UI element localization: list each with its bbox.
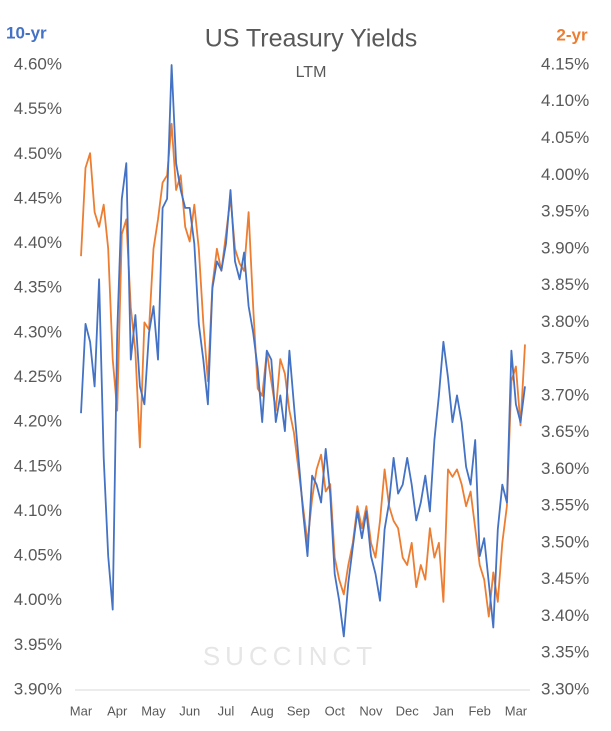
y-axis-label: 10-yr — [6, 23, 47, 42]
line-series — [80, 122, 526, 618]
y2-tick-label: 4.00% — [541, 165, 589, 184]
x-tick-label: May — [141, 703, 166, 718]
y2-tick-label: 3.95% — [541, 202, 589, 221]
x-tick-label: Apr — [107, 703, 128, 718]
x-tick-label: Mar — [505, 703, 528, 718]
y2-tick-label: 3.30% — [541, 679, 589, 698]
line-series — [80, 64, 526, 638]
x-tick-label: Jan — [433, 703, 454, 718]
y2-tick-label: 3.40% — [541, 606, 589, 625]
y-tick-label: 4.40% — [14, 233, 62, 252]
x-tick-label: Mar — [70, 703, 93, 718]
y-tick-label: 4.15% — [14, 456, 62, 475]
y2-tick-label: 3.50% — [541, 532, 589, 551]
y2-tick-label: 3.85% — [541, 275, 589, 294]
y2-axis-label: 2-yr — [556, 25, 588, 44]
x-tick-label: Jun — [179, 703, 200, 718]
y2-tick-label: 3.70% — [541, 385, 589, 404]
y2-tick-label: 4.10% — [541, 91, 589, 110]
y2-tick-label: 3.65% — [541, 422, 589, 441]
y-tick-label: 4.50% — [14, 144, 62, 163]
y2-tick-label: 3.45% — [541, 569, 589, 588]
y-tick-label: 4.35% — [14, 278, 62, 297]
watermark: SUCCINCT — [203, 641, 377, 671]
y-tick-label: 4.05% — [14, 546, 62, 565]
chart-title: US Treasury Yields — [205, 25, 418, 53]
y-tick-label: 3.95% — [14, 635, 62, 654]
x-tick-label: Feb — [468, 703, 490, 718]
x-tick-label: Jul — [218, 703, 235, 718]
x-tick-label: Nov — [359, 703, 383, 718]
y-tick-label: 4.30% — [14, 322, 62, 341]
y-tick-label: 4.60% — [14, 54, 62, 73]
y-tick-label: 3.90% — [14, 679, 62, 698]
y2-tick-label: 3.75% — [541, 349, 589, 368]
y2-tick-label: 3.55% — [541, 496, 589, 515]
y-tick-label: 4.25% — [14, 367, 62, 386]
y2-tick-label: 3.60% — [541, 459, 589, 478]
y2-tick-label: 3.35% — [541, 643, 589, 662]
y2-tick-label: 4.05% — [541, 128, 589, 147]
y-tick-label: 4.20% — [14, 412, 62, 431]
y2-tick-label: 4.15% — [541, 54, 589, 73]
x-tick-label: Aug — [251, 703, 274, 718]
y2-tick-label: 3.80% — [541, 312, 589, 331]
y-tick-label: 4.00% — [14, 590, 62, 609]
y-tick-label: 4.10% — [14, 501, 62, 520]
x-tick-label: Sep — [287, 703, 310, 718]
x-tick-label: Dec — [396, 703, 420, 718]
y-tick-label: 4.55% — [14, 99, 62, 118]
x-tick-label: Oct — [325, 703, 346, 718]
y-tick-label: 4.45% — [14, 188, 62, 207]
chart-subtitle: LTM — [296, 64, 327, 81]
y2-tick-label: 3.90% — [541, 238, 589, 257]
